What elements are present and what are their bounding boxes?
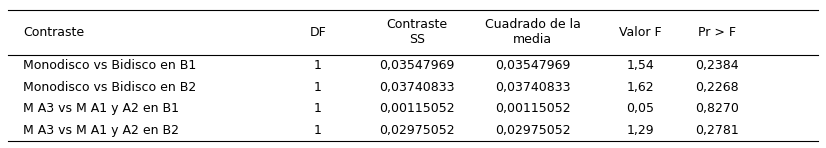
Text: 0,03547969: 0,03547969 <box>495 59 571 72</box>
Text: 1: 1 <box>314 59 322 72</box>
Text: 0,05: 0,05 <box>626 102 654 115</box>
Text: 0,03740833: 0,03740833 <box>379 81 455 94</box>
Text: 0,00115052: 0,00115052 <box>495 102 571 115</box>
Text: 1,62: 1,62 <box>626 81 654 94</box>
Text: 1,29: 1,29 <box>626 124 654 137</box>
Text: M A3 vs M A1 y A2 en B2: M A3 vs M A1 y A2 en B2 <box>23 124 179 137</box>
Text: 1,54: 1,54 <box>626 59 654 72</box>
Text: 0,00115052: 0,00115052 <box>379 102 455 115</box>
Text: 0,2268: 0,2268 <box>695 81 738 94</box>
Text: 1: 1 <box>314 124 322 137</box>
Text: Monodisco vs Bidisco en B1: Monodisco vs Bidisco en B1 <box>23 59 197 72</box>
Text: Contraste: Contraste <box>23 26 84 39</box>
Text: M A3 vs M A1 y A2 en B1: M A3 vs M A1 y A2 en B1 <box>23 102 179 115</box>
Text: 0,2781: 0,2781 <box>695 124 738 137</box>
Text: Pr > F: Pr > F <box>698 26 736 39</box>
Text: 0,2384: 0,2384 <box>695 59 738 72</box>
Text: 1: 1 <box>314 81 322 94</box>
Text: 0,02975052: 0,02975052 <box>495 124 571 137</box>
Text: Contraste
SS: Contraste SS <box>387 18 448 46</box>
Text: 0,03740833: 0,03740833 <box>495 81 571 94</box>
Text: DF: DF <box>310 26 326 39</box>
Text: Valor F: Valor F <box>619 26 662 39</box>
Text: 0,03547969: 0,03547969 <box>379 59 455 72</box>
Text: 1: 1 <box>314 102 322 115</box>
Text: Cuadrado de la
media: Cuadrado de la media <box>485 18 581 46</box>
Text: 0,02975052: 0,02975052 <box>379 124 455 137</box>
Text: 0,8270: 0,8270 <box>695 102 739 115</box>
Text: Monodisco vs Bidisco en B2: Monodisco vs Bidisco en B2 <box>23 81 197 94</box>
